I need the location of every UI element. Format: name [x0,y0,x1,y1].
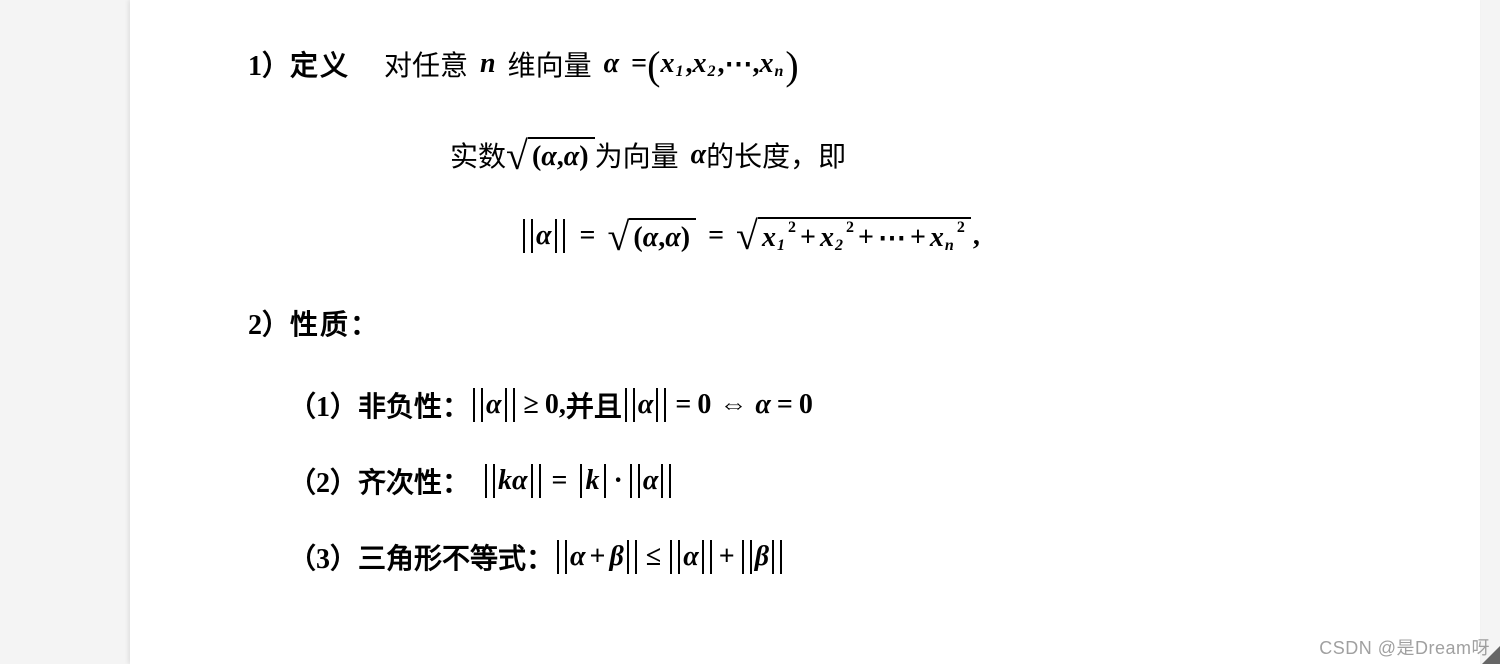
norm-k-alpha: kα [482,464,544,498]
text-realnum: 实数 [450,135,506,175]
norm-alpha: α [627,464,675,498]
prop-2-name: 齐次性： [358,461,470,501]
sqrt-sum: √ x12 + x22 + ⋯ + xn2 [736,217,971,255]
equals: = [580,220,596,252]
alpha: α [541,141,557,173]
text-pre: 对任意 [384,44,468,84]
and-text: 并且 [566,385,622,425]
prop-3-name: 三角形不等式： [358,537,554,577]
property-2: （2） 齐次性： kα = k · α [288,461,1480,501]
leq: ≤ [646,541,661,573]
prop-3-number: （3） [288,537,358,577]
section-2-number: 2） [248,303,290,343]
prop-1-name: 非负性： [358,385,470,425]
paren-l: ( [532,141,541,173]
comma: , [559,389,566,421]
definition-line-2: 实数 √ ( α , α ) 为向量 α 的长度，即 [450,135,1480,175]
norm-alpha: α [520,219,568,253]
zero: 0 [697,389,711,421]
norm-beta: β [739,540,785,574]
sqrt-aa: √ ( α , α ) [607,218,696,254]
xn: x [759,48,773,80]
plus: + [719,541,735,573]
norm-alpha: α [667,540,715,574]
var-alpha: α [691,139,707,171]
text-mid: 维向量 [508,44,592,84]
iff: ⇔ [719,389,747,421]
sqrt-inner-product: √ ( α , α ) [506,137,595,173]
alpha: α [755,389,771,421]
prop-1-number: （1） [288,385,358,425]
sub-n: n [774,63,783,81]
norm-alpha: α [470,388,518,422]
dots: ⋯ [724,47,752,81]
comma: , [717,48,724,80]
equals: = [631,48,647,80]
zero: 0 [545,389,559,421]
equals: = [708,220,724,252]
cdot: · [614,465,623,497]
equals: = [552,465,568,497]
section-1-title: 定义 [290,44,350,84]
x2: x [692,48,706,80]
var-alpha: α [604,48,620,80]
paren-right: ) [785,42,798,89]
norm-formula: α = √ ( α , α ) = √ x12 + x22 + ⋯ + [520,217,1480,255]
x1: x [660,48,674,80]
norm-alpha: α [622,388,670,422]
property-3: （3） 三角形不等式： α + β ≤ α + β [288,537,1480,577]
equals: = [675,389,691,421]
paren-left: ( [647,42,660,89]
paren-r: ) [579,141,588,173]
sub-1: 1 [675,63,683,81]
abs-k: k [576,464,610,498]
norm-alpha-plus-beta: α + β [554,540,640,574]
geq: ≥ [524,389,539,421]
comma: , [557,141,564,173]
text-length: 的长度，即 [706,135,846,175]
alpha: α [564,141,580,173]
section-2-title: 性质： [290,303,380,343]
property-1: （1） 非负性： α ≥ 0 , 并且 α = 0 ⇔ α = 0 [288,385,1480,425]
zero: 0 [799,389,813,421]
trailing-comma: , [973,220,980,252]
sub-2: 2 [707,63,715,81]
document-page: 1） 定义 对任意 n 维向量 α = ( x1 , x2 , ⋯ , xn )… [130,0,1480,664]
prop-2-number: （2） [288,461,358,501]
watermark-text: CSDN @是Dream呀 [1319,634,1490,660]
section-1-line: 1） 定义 对任意 n 维向量 α = ( x1 , x2 , ⋯ , xn ) [248,40,1480,87]
section-2-line: 2） 性质： [248,303,1480,343]
var-n: n [480,48,496,80]
text-is-vector: 为向量 [595,135,679,175]
equals: = [777,389,793,421]
section-1-number: 1） [248,44,290,84]
corner-fold-icon [1482,646,1500,664]
